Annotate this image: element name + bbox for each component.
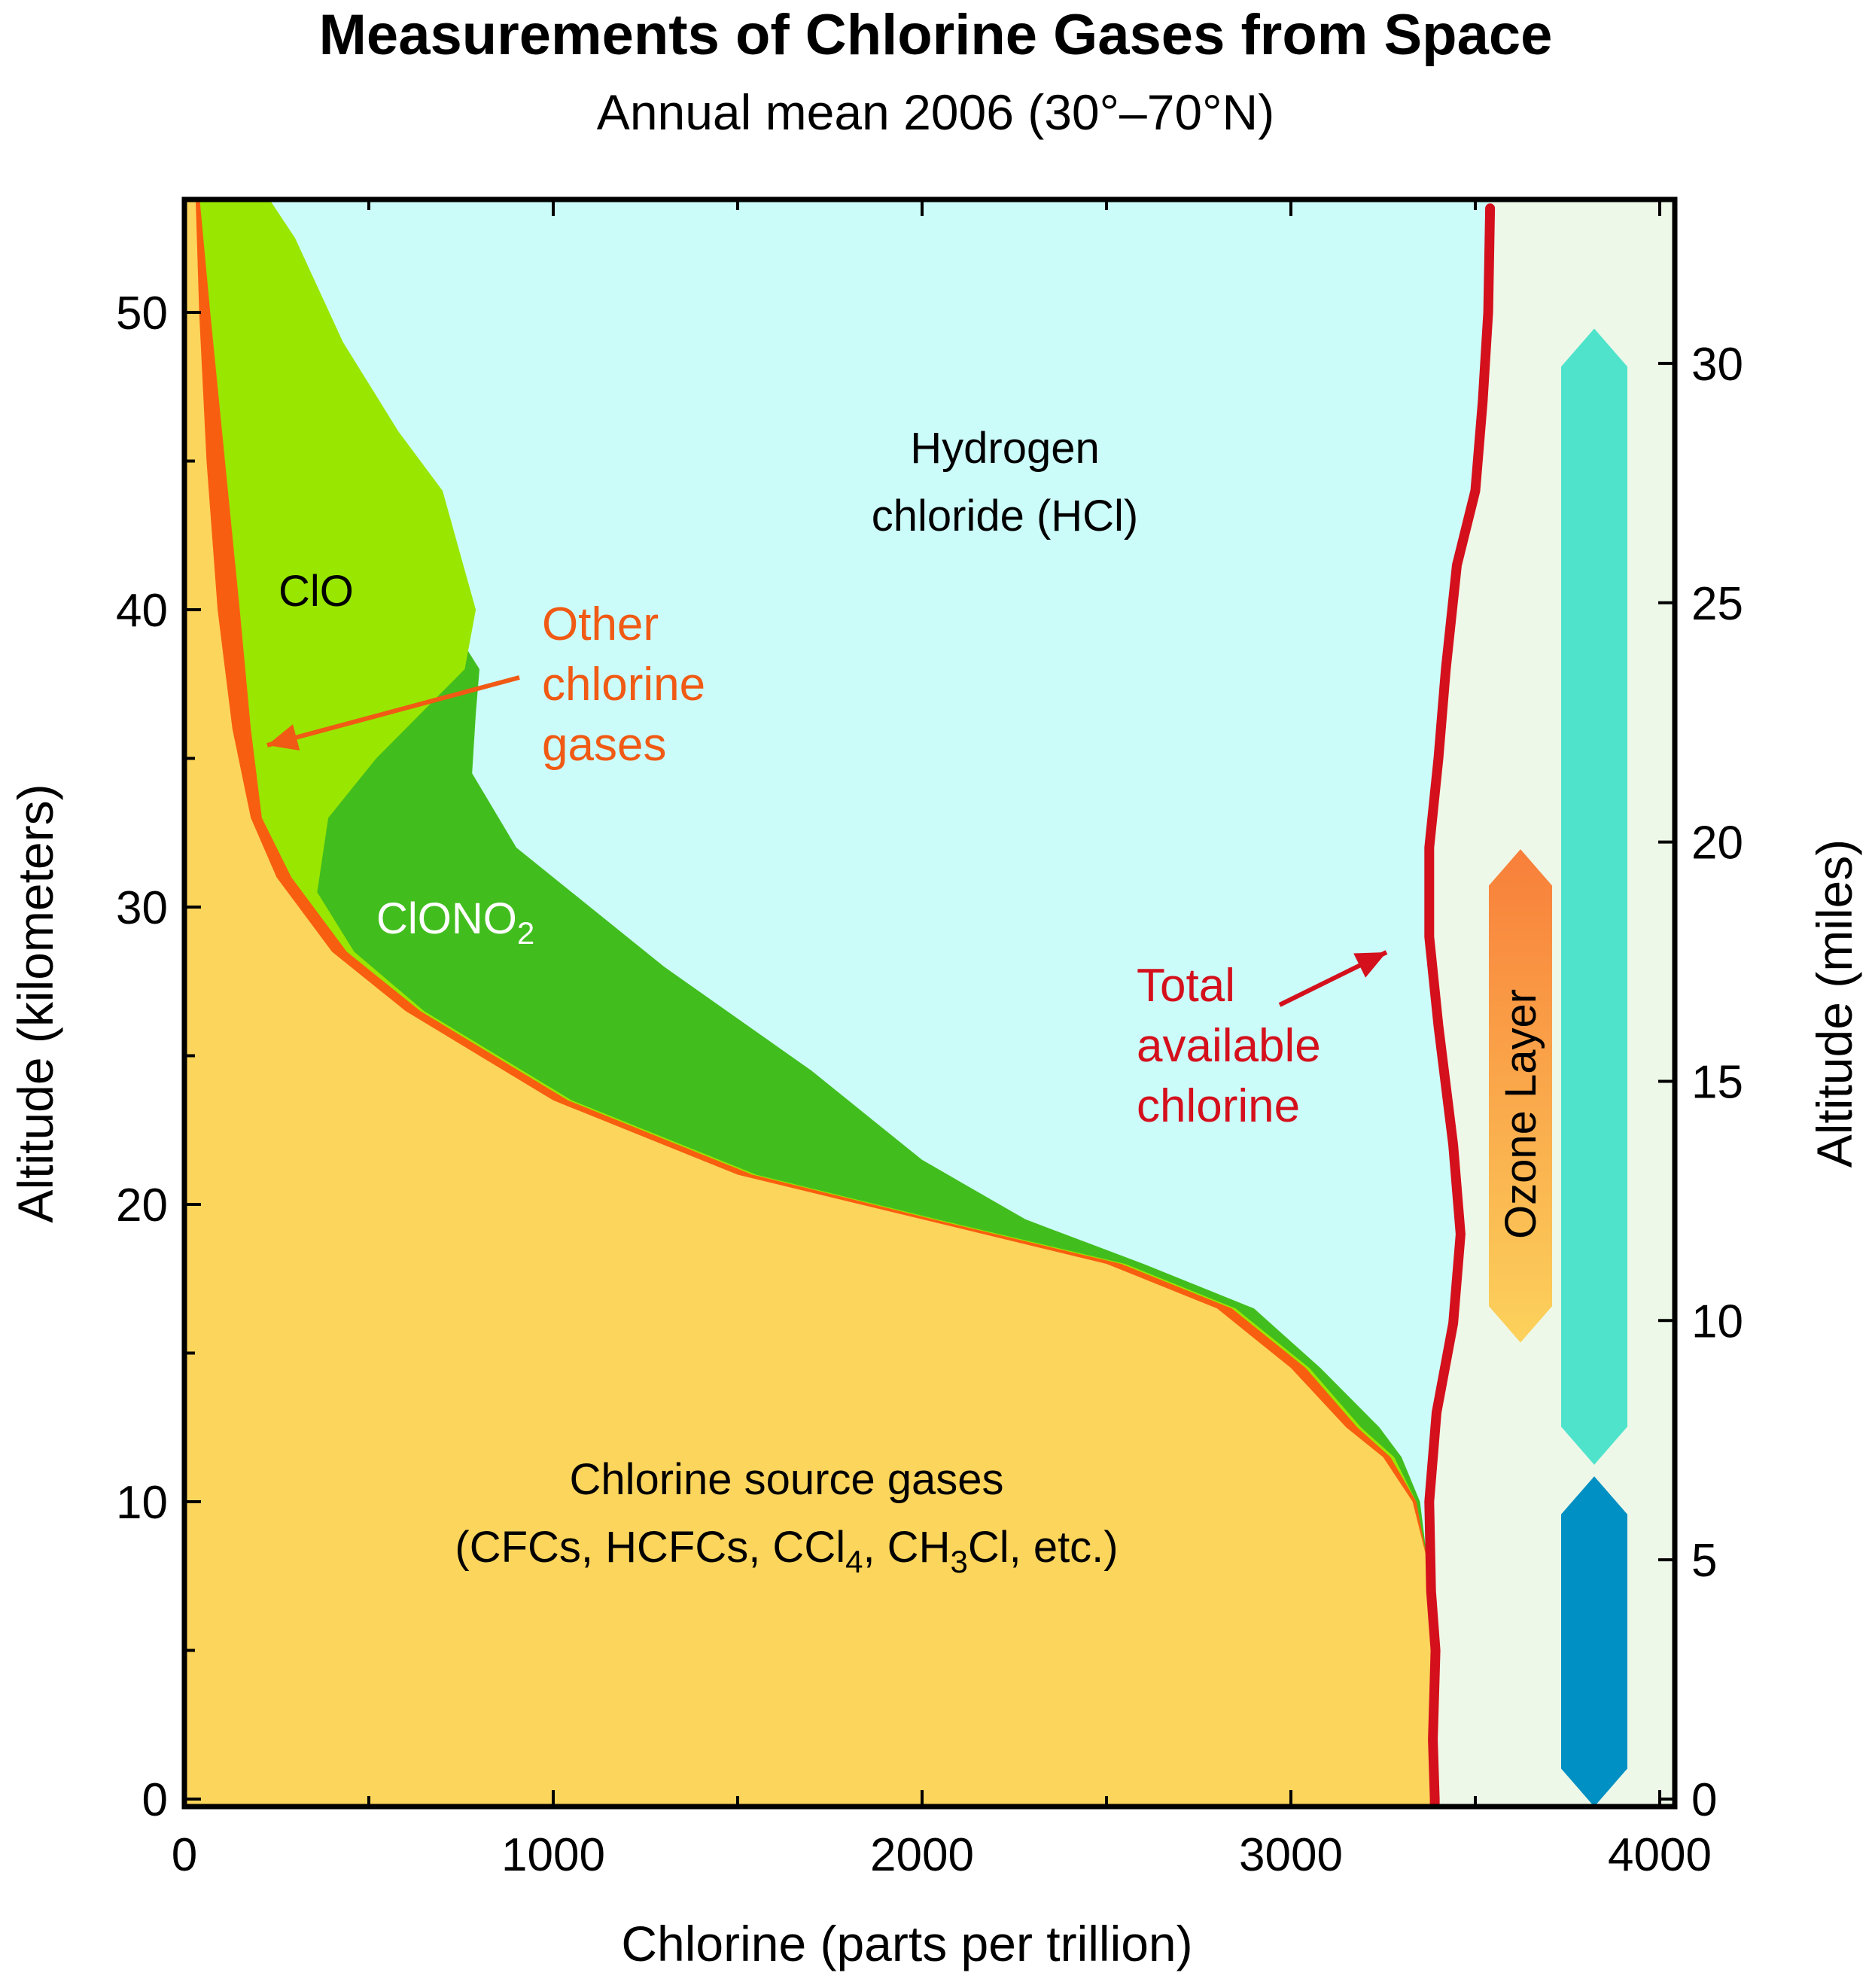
y-tick-label: 30	[116, 882, 168, 934]
y-tick-label: 50	[116, 288, 168, 339]
y-tick-label: 40	[116, 585, 168, 637]
x-axis: 0 1000 2000 3000 4000	[172, 199, 1712, 1881]
chart-subtitle: Annual mean 2006 (30°–70°N)	[597, 84, 1274, 140]
troposphere-bar	[1561, 1476, 1627, 1807]
y-tick-label: 10	[116, 1477, 168, 1529]
chart-title: Measurements of Chlorine Gases from Spac…	[319, 3, 1553, 67]
x-tick-label: 4000	[1608, 1829, 1712, 1881]
y2-axis-label: Altitude (miles)	[1807, 839, 1862, 1168]
stratosphere-bar	[1561, 328, 1627, 1465]
source-gases-region	[184, 199, 1435, 1807]
y2-tick-label: 15	[1691, 1056, 1743, 1108]
ozone-layer-bar	[1489, 849, 1552, 1343]
x-tick-label: 1000	[501, 1829, 605, 1881]
hcl-label-line1: Hydrogen	[910, 424, 1099, 473]
plot-area	[184, 199, 1675, 1807]
clono2-label-main: ClONO	[376, 894, 517, 943]
plot-frame	[181, 196, 1678, 1810]
other-chlorine-arrow	[266, 675, 520, 747]
x-tick-label: 2000	[870, 1829, 974, 1881]
source-gases-label-line2: (CFCs, HCFCs, CCl4, CH3Cl, etc.)	[455, 1523, 1118, 1579]
total-chlorine-arrowhead	[1353, 952, 1386, 978]
total-chlorine-label-line3: chlorine	[1137, 1080, 1300, 1132]
hcl-label-line2: chloride (HCl)	[872, 492, 1139, 540]
total-chlorine-label-line2: available	[1137, 1020, 1321, 1072]
y-tick-label: 20	[116, 1180, 168, 1231]
x-axis-label: Chlorine (parts per trillion)	[621, 1916, 1192, 1971]
other-chlorine-label-line2: chlorine	[542, 659, 705, 711]
source-gases-label-line1: Chlorine source gases	[569, 1455, 1003, 1504]
other-chlorine-label-line1: Other	[542, 598, 659, 650]
y2-tick-label: 20	[1691, 817, 1743, 869]
other-chlorine-label-line3: gases	[542, 719, 666, 771]
clono2-label-sub: 2	[517, 915, 534, 951]
y2-tick-label: 0	[1691, 1774, 1717, 1826]
y2-tick-label: 30	[1691, 339, 1743, 391]
x-tick-label: 0	[172, 1829, 197, 1881]
clono2-label: ClONO2	[376, 894, 534, 951]
y-axis-right: 0 5 10 15 20 25 30	[1658, 339, 1743, 1826]
y-axis-left: 0 10 20 30 40 50	[116, 288, 201, 1826]
ozone-layer-label: Ozone Layer	[1496, 989, 1545, 1239]
y-axis-label: Altitude (kilometers)	[8, 784, 63, 1222]
total-available-chlorine-line	[1424, 203, 1496, 1807]
y-tick-label: 0	[142, 1774, 168, 1826]
total-chlorine-label-line1: Total	[1137, 960, 1235, 1012]
x-tick-label: 3000	[1239, 1829, 1343, 1881]
y2-tick-label: 10	[1691, 1295, 1743, 1347]
other-chlorine-arrowhead	[267, 724, 300, 750]
clo-label: ClO	[279, 567, 354, 616]
y2-tick-label: 25	[1691, 578, 1743, 630]
y2-tick-label: 5	[1691, 1535, 1717, 1587]
